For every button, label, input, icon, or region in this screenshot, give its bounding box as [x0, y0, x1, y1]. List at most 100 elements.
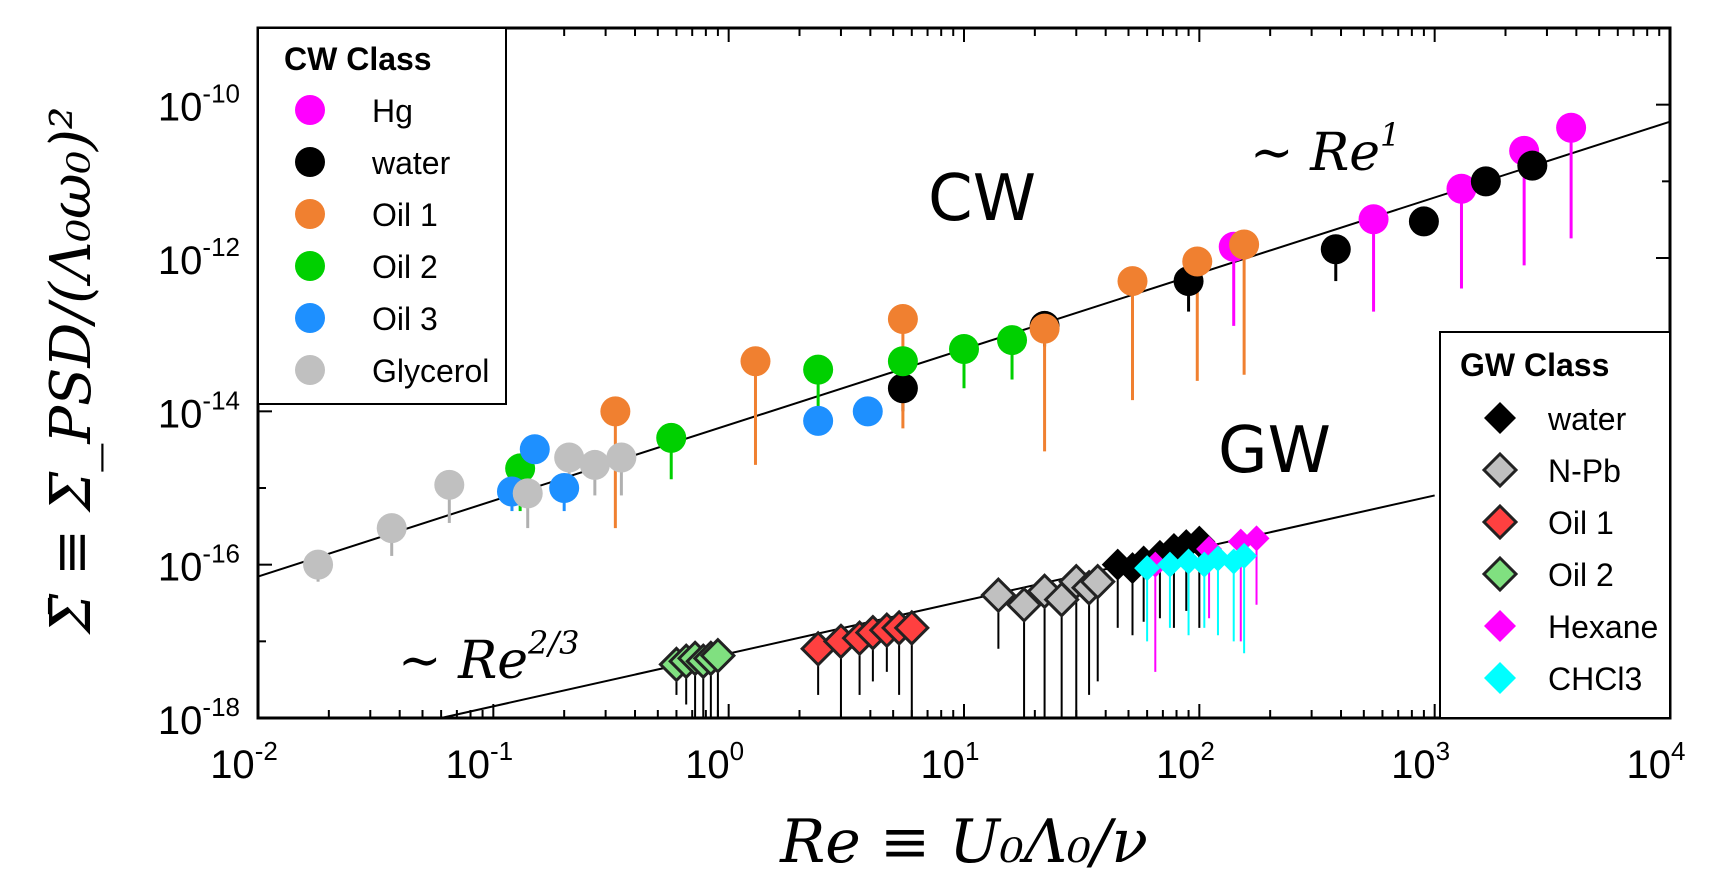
y-tick-label: 10-14 — [158, 385, 240, 436]
gw-legend-marker — [1484, 610, 1516, 642]
gw-n-pb-point — [1079, 563, 1116, 600]
x-axis-label: Re ≡ U₀Λ₀/ν — [779, 807, 1148, 877]
gw-fit-line — [440, 494, 1435, 719]
cw-legend-label: Oil 1 — [372, 197, 438, 233]
y-tick-label-exp: -14 — [202, 385, 240, 415]
cw-oil-2-point — [803, 354, 834, 385]
cw-legend-marker — [295, 251, 325, 281]
x-tick-label: 100 — [685, 736, 744, 787]
y-tick-label: 10-16 — [158, 539, 240, 590]
x-tick-label-exp: 2 — [1200, 736, 1214, 766]
y-axis-label: Σ̄ ≡ Σ_PSD/(Λ₀ω₀)² — [39, 107, 104, 636]
x-tick-label-exp: -1 — [490, 736, 513, 766]
cw-oil-1-point — [1182, 246, 1213, 277]
gw-legend-marker — [1484, 402, 1516, 434]
y-tick-label: 10-18 — [158, 692, 240, 743]
cw-legend-label: Hg — [372, 93, 413, 129]
y-tick-label-exp: -12 — [202, 232, 240, 262]
cw-glycerol-point — [554, 442, 585, 473]
cw-water-point — [1408, 206, 1439, 237]
gw-region-label: GW — [1218, 414, 1331, 488]
x-tick-label: 104 — [1627, 736, 1686, 787]
y-tick-label: 10-10 — [158, 79, 240, 130]
x-tick-label: 102 — [1156, 736, 1215, 787]
cw-oil-1-point — [887, 304, 918, 335]
y-tick-label-base: 10 — [158, 392, 203, 436]
cw-legend-item-oil-3: Oil 3 — [295, 301, 438, 337]
gw-legend-marker — [1481, 555, 1519, 593]
x-tick-label: 10-2 — [210, 736, 278, 787]
data-markers — [303, 112, 1587, 683]
cw-hg-point — [1358, 204, 1389, 235]
x-tick-label-exp: 4 — [1671, 736, 1685, 766]
cw-oil-2-point — [949, 334, 979, 365]
gw-legend-label: N-Pb — [1548, 453, 1621, 489]
cw-water-point — [1517, 150, 1548, 181]
cw-legend-item-oil-1: Oil 1 — [295, 197, 438, 233]
cw-water-point — [887, 373, 918, 404]
y-tick-label-base: 10 — [158, 546, 203, 590]
gw-legend-item-oil-1: Oil 1 — [1481, 503, 1614, 541]
gw-legend-item-hexane: Hexane — [1484, 609, 1658, 645]
x-tick-label: 10-1 — [446, 736, 514, 787]
gw-legend: GW Class water N-Pb Oil 1 Oil 2 Hexane CHCl3 — [1439, 331, 1671, 719]
cw-fit-annotation-base: ∼ Re — [1250, 123, 1380, 183]
cw-legend-title: CW Class — [284, 41, 432, 77]
cw-legend-marker — [295, 95, 325, 125]
cw-glycerol-point — [376, 513, 407, 544]
x-tick-label-base: 10 — [1391, 743, 1436, 787]
cw-legend-label: Oil 3 — [372, 301, 438, 337]
gw-legend-marker — [1481, 503, 1519, 541]
cw-oil-1-point — [600, 396, 631, 427]
cw-fit-annotation: ∼ Re1 — [1250, 116, 1400, 183]
cw-oil-3-point — [852, 396, 883, 427]
cw-oil-2-point — [997, 325, 1028, 356]
gw-legend-marker — [1484, 662, 1516, 694]
cw-legend-label: Glycerol — [372, 353, 489, 389]
cw-legend-item-glycerol: Glycerol — [295, 353, 489, 389]
cw-region-label: CW — [928, 162, 1036, 236]
cw-glycerol-point — [512, 478, 543, 509]
x-tick-label-base: 10 — [210, 743, 255, 787]
y-tick-label-base: 10 — [158, 239, 203, 283]
cw-legend-marker — [295, 199, 325, 229]
gw-fit-annotation-base: ∼ Re — [398, 631, 528, 691]
cw-legend-item-water: water — [295, 145, 451, 181]
x-tick-label-exp: 3 — [1436, 736, 1450, 766]
gw-legend-label: water — [1547, 401, 1627, 437]
x-tick-label: 103 — [1391, 736, 1450, 787]
cw-legend-label: Oil 2 — [372, 249, 438, 285]
x-tick-label: 101 — [921, 736, 980, 787]
cw-oil-2-point — [887, 346, 918, 377]
gw-chcl3-point — [1231, 542, 1258, 569]
gw-legend-item-chcl3: CHCl3 — [1484, 661, 1642, 697]
cw-legend-marker — [295, 303, 325, 333]
y-tick-label-base: 10 — [158, 86, 203, 130]
cw-legend: CW Class Hg water Oil 1 Oil 2 Oil 3 Glycerol — [257, 27, 507, 405]
gw-n-pb-point — [980, 577, 1017, 614]
x-tick-label-base: 10 — [921, 743, 966, 787]
cw-fit-annotation-exp: 1 — [1380, 116, 1400, 154]
gw-legend-item-water: water — [1484, 401, 1627, 437]
gw-legend-label: Hexane — [1548, 609, 1658, 645]
gw-chcl3-point — [1134, 555, 1161, 582]
gw-legend-label: Oil 2 — [1548, 557, 1614, 593]
x-tick-label-base: 10 — [1156, 743, 1201, 787]
gw-oil-2-point — [699, 637, 737, 674]
cw-oil-3-point — [549, 473, 580, 503]
gw-legend-marker — [1481, 451, 1519, 489]
gw-legend-item-oil-2: Oil 2 — [1481, 555, 1614, 593]
y-tick-label-exp: -16 — [202, 539, 240, 569]
cw-hg-point — [1446, 173, 1477, 204]
x-tick-label-base: 10 — [446, 743, 491, 787]
cw-legend-label: water — [371, 145, 451, 181]
cw-glycerol-point — [579, 449, 610, 480]
gw-chcl3-point — [1156, 551, 1183, 578]
cw-legend-marker — [295, 147, 325, 177]
cw-oil-1-point — [740, 346, 771, 377]
cw-oil-1-point — [1117, 266, 1148, 297]
x-tick-label-exp: 1 — [965, 736, 979, 766]
gw-fit-annotation: ∼ Re2/3 — [398, 624, 580, 691]
cw-glycerol-point — [303, 549, 334, 580]
